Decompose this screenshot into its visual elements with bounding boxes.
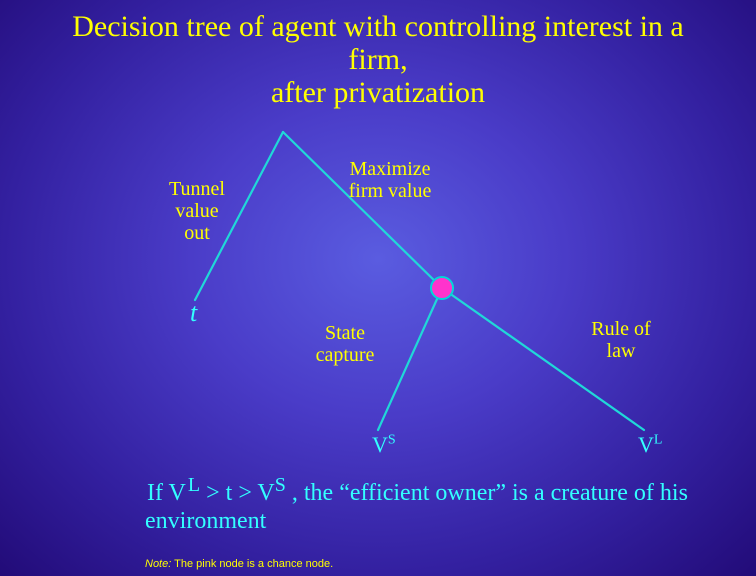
label-tunnel-line3: out [184, 222, 210, 244]
leaf-t: t [190, 298, 197, 328]
conclusion-text: If VL > t > VS , the “efficient owner” i… [145, 474, 705, 535]
footnote-body: The pink node is a chance node. [171, 558, 333, 570]
label-tunnel-value-out: Tunnel value out [152, 178, 242, 244]
label-state-line1: State [325, 322, 365, 344]
conclusion-sup1: L [188, 474, 200, 496]
label-max-line2: firm value [349, 180, 432, 202]
label-maximize-firm-value: Maximize firm value [335, 158, 445, 202]
label-rule-of-law: Rule of law [576, 318, 666, 362]
leaf-vl-sup: L [654, 433, 663, 448]
label-rule-line1: Rule of [591, 318, 650, 340]
label-rule-line2: law [607, 340, 636, 362]
leaf-vs-sup: S [388, 433, 396, 448]
leaf-vs: VS [372, 432, 396, 458]
leaf-vs-base: V [372, 432, 388, 457]
label-tunnel-line2: value [175, 200, 218, 222]
leaf-vl: VL [638, 432, 662, 458]
label-state-line2: capture [316, 344, 375, 366]
chance-node [430, 276, 454, 300]
footnote-header: Note: [145, 558, 171, 570]
slide: Decision tree of agent with controlling … [0, 0, 756, 576]
conclusion-prefix: If V [145, 480, 188, 508]
leaf-vl-base: V [638, 432, 654, 457]
label-state-capture: State capture [300, 322, 390, 366]
label-max-line1: Maximize [349, 158, 430, 180]
footnote: Note: The pink node is a chance node. [145, 558, 333, 570]
label-tunnel-line1: Tunnel [169, 178, 225, 200]
conclusion-mid: > t > V [200, 480, 275, 506]
conclusion-sup2: S [275, 474, 286, 496]
